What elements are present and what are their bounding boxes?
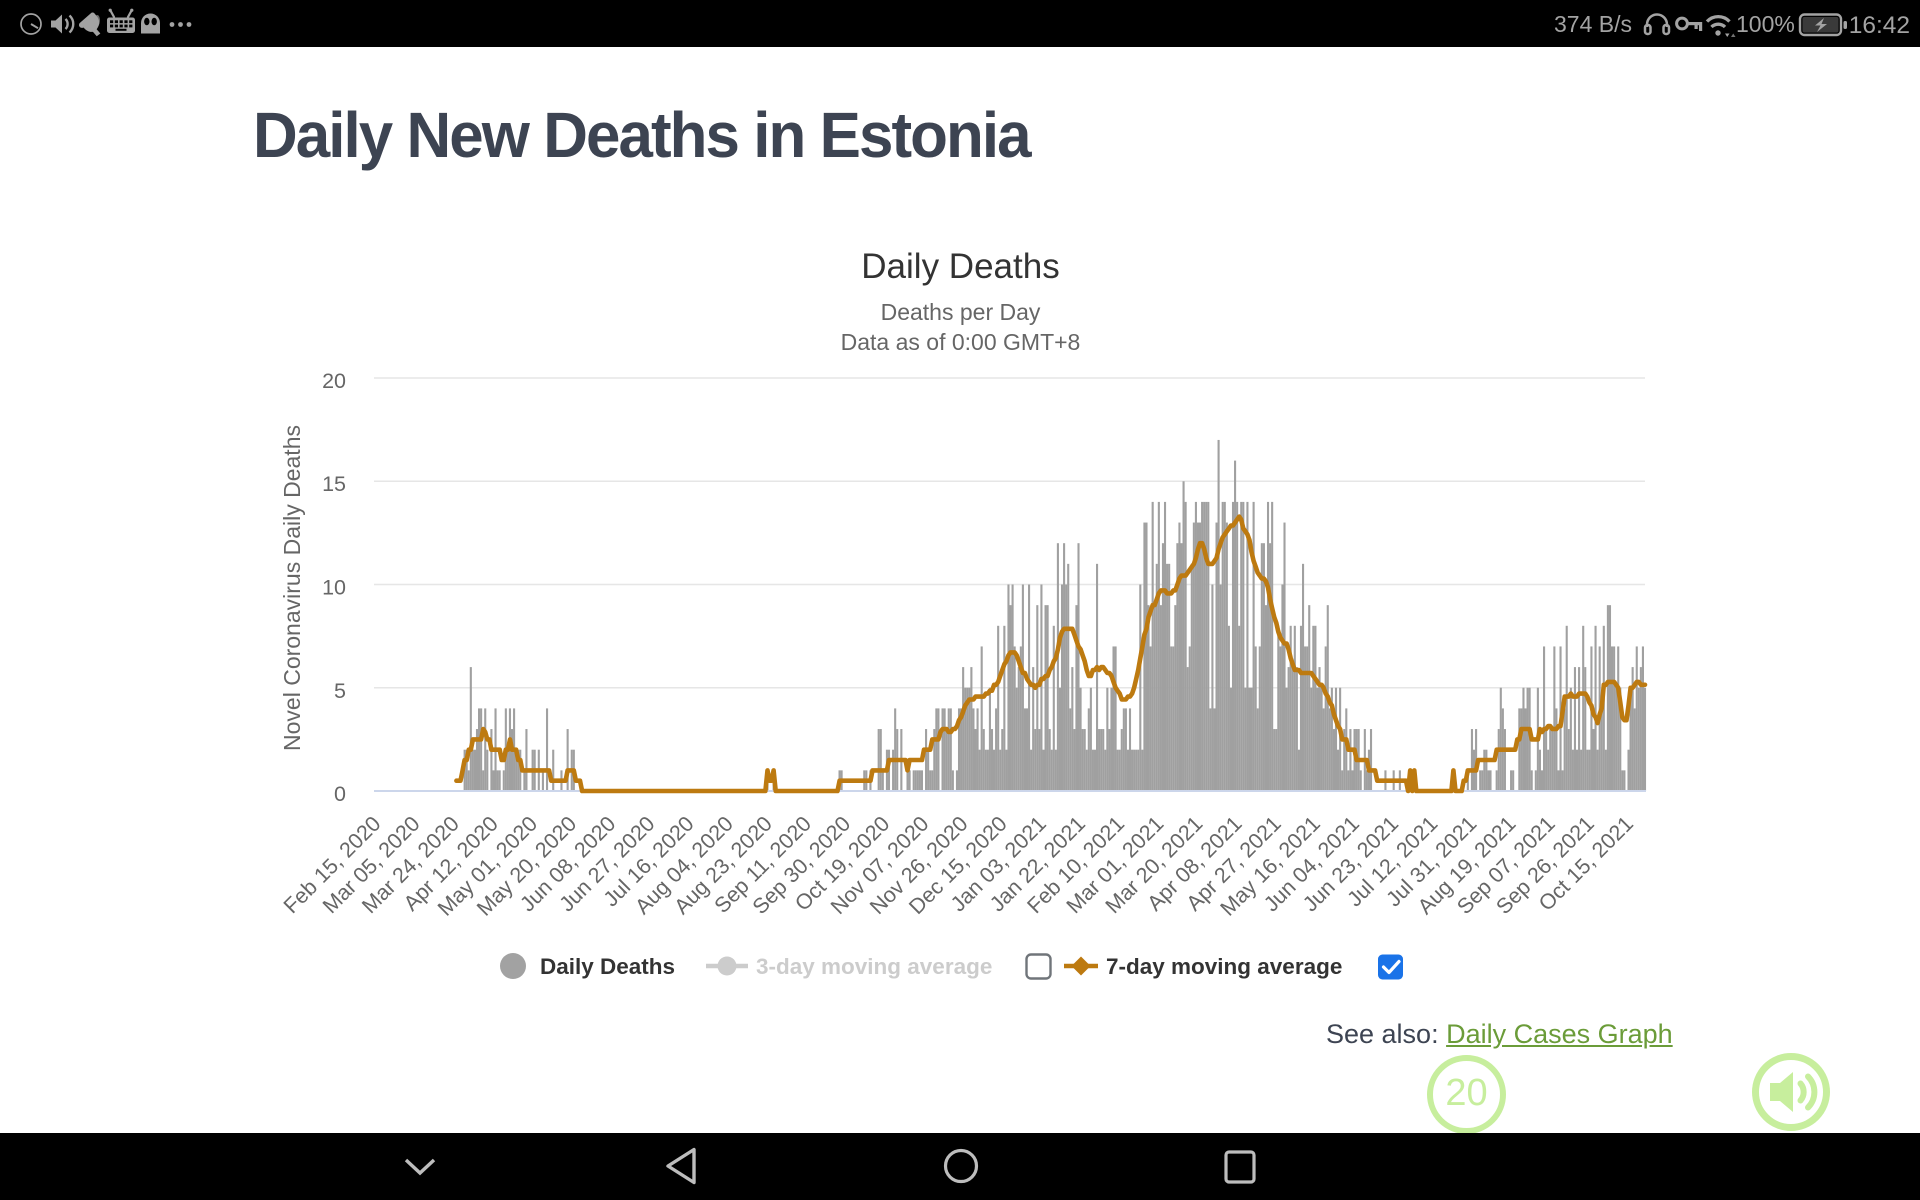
- svg-text:15: 15: [322, 472, 346, 496]
- svg-text:16:42: 16:42: [1849, 12, 1910, 39]
- svg-text:5: 5: [334, 679, 346, 703]
- svg-text:7-day moving average: 7-day moving average: [1106, 954, 1342, 979]
- svg-text:0: 0: [334, 782, 346, 806]
- svg-text:Daily Deaths: Daily Deaths: [540, 954, 675, 979]
- svg-text:100%: 100%: [1736, 11, 1795, 37]
- svg-text:20: 20: [322, 369, 346, 393]
- svg-text:Novel Coronavirus Daily Deaths: Novel Coronavirus Daily Deaths: [279, 425, 305, 751]
- svg-text:374 B/s: 374 B/s: [1554, 11, 1632, 37]
- svg-text:3-day moving average: 3-day moving average: [756, 954, 992, 979]
- svg-text:10: 10: [322, 576, 346, 600]
